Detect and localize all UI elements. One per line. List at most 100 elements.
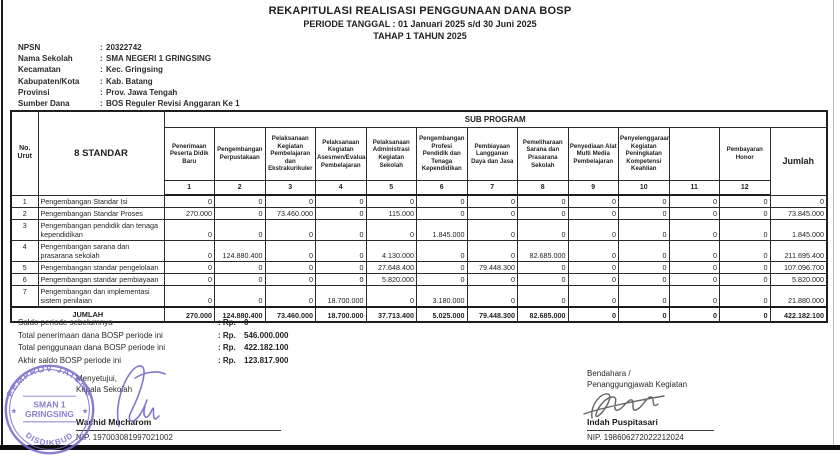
cell-value: 0 bbox=[416, 240, 468, 262]
info-colon: : bbox=[100, 87, 103, 97]
school-info-row: NPSN:20322742 bbox=[18, 42, 240, 53]
cell-value: 0 bbox=[517, 273, 569, 286]
header-band-row: No. Urut 8 STANDAR SUB PROGRAM bbox=[10, 110, 828, 196]
info-label: Provinsi bbox=[18, 87, 50, 97]
total-cell-value: 0 bbox=[618, 306, 670, 323]
row-total-value: 1.845.000 bbox=[769, 219, 828, 241]
cell-value: 0 bbox=[719, 240, 771, 262]
cell-value: 0 bbox=[719, 261, 771, 274]
cell-value: 0 bbox=[163, 194, 215, 208]
cell-value: 0 bbox=[264, 261, 316, 274]
row-label: Pengembangan standar pengelolaan bbox=[37, 261, 165, 274]
cell-value: 0 bbox=[517, 261, 569, 274]
col-header-jumlah: Jumlah bbox=[769, 127, 828, 196]
col-header-8-standar: 8 STANDAR bbox=[37, 110, 165, 196]
table-row: 5 Pengembangan standar pengelolaan 0 0 0 0 27.… bbox=[10, 261, 828, 274]
cell-value: 0 bbox=[466, 207, 518, 220]
cell-value: 0 bbox=[567, 240, 619, 262]
row-label: Pengembangan Standar Proses bbox=[37, 207, 165, 220]
cell-value: 0 bbox=[264, 240, 316, 262]
cell-value: 0 bbox=[163, 273, 215, 286]
cell-value: 0 bbox=[567, 261, 619, 274]
school-info: NPSN:20322742 Nama Sekolah: SMA NEGERI 1 G… bbox=[18, 42, 240, 109]
stage-subtitle: TAHAP 1 TAHUN 2025 bbox=[373, 31, 467, 41]
row-total-value: 73.845.000 bbox=[769, 207, 828, 220]
cell-value: 0 bbox=[517, 285, 569, 308]
col-header-sub-program: SUB PROGRAM bbox=[163, 110, 828, 128]
sub-program-header: Penyelenggaraan Kegiatan Peningkatan Kom… bbox=[618, 127, 670, 181]
row-total-value: 107.096.700 bbox=[769, 261, 828, 274]
info-value: Kab. Batang bbox=[106, 76, 153, 86]
info-label: NPSN bbox=[18, 43, 41, 52]
school-info-row: Provinsi: Prov. Jawa Tengah bbox=[18, 87, 240, 98]
row-label: Pengembangan standar pembiayaan bbox=[37, 273, 165, 286]
treasurer-name: Indah Puspitasari bbox=[587, 417, 658, 427]
cell-value: 0 bbox=[214, 273, 266, 286]
cell-value: 1.845.000 bbox=[416, 219, 468, 241]
stamp-school-name-1: SMAN 1 bbox=[33, 400, 66, 410]
row-number: 5 bbox=[10, 261, 39, 274]
cell-value: 0 bbox=[668, 273, 720, 286]
cell-value: 0 bbox=[163, 219, 215, 241]
cell-value: 0 bbox=[517, 207, 569, 220]
principal-name: Wachid Mucharom bbox=[76, 417, 152, 427]
cell-value: 82.685.000 bbox=[517, 240, 569, 262]
cell-value: 0 bbox=[618, 207, 670, 220]
page-scan-bottom-bar bbox=[0, 445, 840, 450]
cell-value: 0 bbox=[264, 194, 316, 208]
school-info-row: Kabupaten/Kota: Kab. Batang bbox=[18, 76, 240, 87]
column-number: 12 bbox=[719, 180, 771, 196]
total-cell-value: 0 bbox=[567, 306, 619, 323]
signature-block-treasurer: Bendahara / Penanggungjawab Kegiatan Ind… bbox=[587, 368, 714, 443]
sub-program-header: Pembayaran Honor bbox=[719, 127, 771, 181]
cell-value: 0 bbox=[264, 219, 316, 241]
cell-value: 73.460.000 bbox=[264, 207, 316, 220]
cell-value: 0 bbox=[466, 285, 518, 308]
row-total-value: 0 bbox=[769, 194, 828, 208]
summary-label: Saldo periode sebelumnya bbox=[18, 318, 113, 327]
cell-value: 0 bbox=[264, 285, 316, 308]
cell-value: 0 bbox=[365, 285, 417, 308]
page-scan-left-edge bbox=[1, 0, 3, 450]
cell-value: 0 bbox=[214, 261, 266, 274]
stamp-star-left-icon: ★ bbox=[11, 406, 18, 415]
page-title: REKAPITULASI REALISASI PENGGUNAAN DANA B… bbox=[268, 5, 572, 17]
summary-currency: : Rp. bbox=[218, 355, 236, 365]
row-total-value: 5.820.000 bbox=[769, 273, 828, 286]
cell-value: 0 bbox=[315, 194, 367, 208]
cell-value: 0 bbox=[618, 285, 670, 308]
row-number: 6 bbox=[10, 273, 39, 286]
column-number: 9 bbox=[567, 180, 619, 196]
summary-currency: : Rp. bbox=[218, 318, 236, 327]
info-value: SMA NEGERI 1 GRINGSING bbox=[106, 54, 212, 64]
summary-currency: : Rp. bbox=[218, 330, 236, 340]
row-label: Pengembangan Standar Isi bbox=[37, 194, 165, 208]
column-number: 7 bbox=[466, 180, 518, 196]
table-row: 2 Pengembangan Standar Proses 270.000 0 73.4… bbox=[10, 207, 828, 220]
signature-line bbox=[587, 430, 714, 431]
cell-value: 0 bbox=[214, 285, 266, 308]
column-number: 10 bbox=[618, 180, 670, 196]
info-colon: : bbox=[100, 65, 103, 75]
cell-value: 79.448.300 bbox=[466, 261, 518, 274]
cell-value: 0 bbox=[618, 240, 670, 262]
stamp-star-right-icon: ★ bbox=[82, 406, 89, 415]
row-number: 3 bbox=[10, 219, 39, 241]
cell-value: 0 bbox=[365, 194, 417, 208]
cell-value: 0 bbox=[466, 219, 518, 241]
summary-label: Total penerimaan dana BOSP periode ini bbox=[18, 330, 163, 340]
period-subtitle: PERIODE TANGGAL : 01 Januari 2025 s/d 30… bbox=[303, 19, 537, 29]
info-label: Kabupaten/Kota bbox=[18, 76, 80, 86]
table-row: 1 Pengembangan Standar Isi 0 0 0 0 0 0 0 0 0 0 0 0 0 bbox=[10, 194, 828, 208]
cell-value: 0 bbox=[264, 273, 316, 286]
document-header: REKAPITULASI REALISASI PENGGUNAAN DANA B… bbox=[0, 5, 840, 41]
cell-value: 0 bbox=[466, 273, 518, 286]
header-numbers-row: 1 2 3 4 5 6 7 8 9 10 11 12 bbox=[11, 180, 827, 196]
treasurer-role-label2: Penanggungjawab Kegiatan bbox=[587, 380, 688, 389]
sub-program-header: Pembiayaan Langganan Daya dan Jasa bbox=[466, 127, 518, 181]
cell-value: 0 bbox=[315, 273, 367, 286]
row-number: 1 bbox=[10, 194, 39, 208]
info-value: Kec. Gringsing bbox=[106, 65, 163, 75]
svg-text:PEMPROV JATENG: PEMPROV JATENG bbox=[5, 363, 95, 398]
cell-value: 0 bbox=[719, 273, 771, 286]
